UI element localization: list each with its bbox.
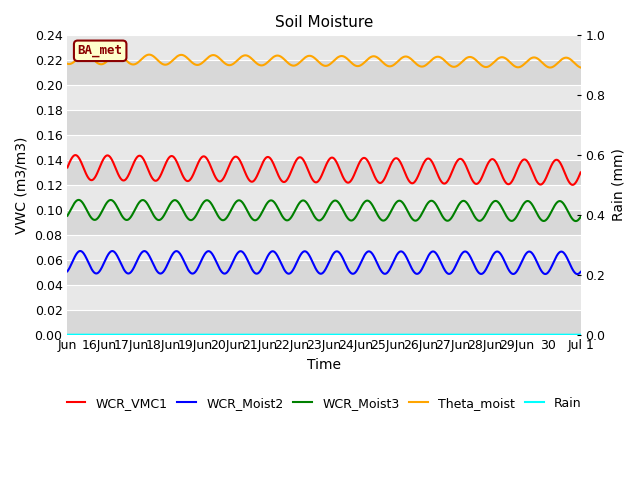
Rain bbox=[561, 332, 569, 337]
Theta_moist bbox=[81, 51, 89, 57]
WCR_Moist3 bbox=[314, 217, 321, 223]
Bar bbox=[67, 60, 580, 85]
WCR_Moist3 bbox=[572, 218, 580, 224]
WCR_Moist3 bbox=[577, 214, 584, 220]
WCR_VMC1 bbox=[468, 176, 476, 182]
WCR_VMC1 bbox=[569, 182, 577, 188]
Line: WCR_VMC1: WCR_VMC1 bbox=[67, 155, 580, 185]
WCR_Moist3 bbox=[468, 208, 476, 214]
Line: WCR_Moist3: WCR_Moist3 bbox=[67, 200, 580, 221]
Bar bbox=[67, 85, 580, 110]
Bar bbox=[67, 310, 580, 335]
WCR_VMC1 bbox=[72, 152, 79, 158]
Rain bbox=[90, 332, 97, 337]
WCR_VMC1 bbox=[577, 169, 584, 175]
WCR_Moist2 bbox=[468, 257, 476, 263]
WCR_VMC1 bbox=[562, 173, 570, 179]
WCR_Moist2 bbox=[76, 248, 84, 254]
WCR_Moist2 bbox=[300, 249, 307, 254]
Theta_moist bbox=[546, 65, 554, 71]
Bar bbox=[67, 185, 580, 210]
X-axis label: Time: Time bbox=[307, 358, 341, 372]
WCR_Moist2 bbox=[577, 269, 584, 275]
WCR_Moist3 bbox=[90, 217, 98, 223]
Rain bbox=[468, 332, 476, 337]
Theta_moist bbox=[300, 56, 307, 61]
WCR_Moist3 bbox=[63, 213, 71, 218]
Theta_moist bbox=[314, 58, 321, 63]
Rain bbox=[313, 332, 321, 337]
Theta_moist bbox=[468, 54, 476, 60]
Theta_moist bbox=[63, 61, 71, 67]
Rain bbox=[562, 332, 570, 337]
WCR_Moist3 bbox=[300, 198, 307, 204]
WCR_Moist3 bbox=[562, 204, 570, 210]
WCR_VMC1 bbox=[314, 179, 321, 185]
Bar bbox=[67, 135, 580, 160]
Legend: WCR_VMC1, WCR_Moist2, WCR_Moist3, Theta_moist, Rain: WCR_VMC1, WCR_Moist2, WCR_Moist3, Theta_… bbox=[61, 392, 586, 415]
WCR_Moist3 bbox=[562, 205, 570, 211]
Rain bbox=[300, 332, 307, 337]
Line: WCR_Moist2: WCR_Moist2 bbox=[67, 251, 580, 274]
Y-axis label: VWC (m3/m3): VWC (m3/m3) bbox=[15, 136, 29, 234]
Bar bbox=[67, 36, 580, 60]
WCR_Moist2 bbox=[562, 252, 570, 258]
Theta_moist bbox=[90, 57, 98, 63]
WCR_VMC1 bbox=[63, 165, 71, 170]
WCR_Moist2 bbox=[562, 253, 570, 259]
WCR_VMC1 bbox=[300, 157, 307, 163]
Bar bbox=[67, 110, 580, 135]
Bar bbox=[67, 285, 580, 310]
Bar bbox=[67, 235, 580, 260]
WCR_VMC1 bbox=[90, 176, 98, 182]
WCR_Moist3 bbox=[75, 197, 83, 203]
WCR_VMC1 bbox=[562, 172, 570, 178]
WCR_Moist2 bbox=[90, 269, 98, 275]
WCR_Moist2 bbox=[573, 271, 581, 277]
WCR_Moist2 bbox=[314, 268, 321, 274]
Rain bbox=[63, 332, 71, 337]
Text: BA_met: BA_met bbox=[77, 44, 123, 57]
Rain bbox=[577, 332, 584, 337]
Bar bbox=[67, 210, 580, 235]
Title: Soil Moisture: Soil Moisture bbox=[275, 15, 373, 30]
Bar bbox=[67, 160, 580, 185]
WCR_Moist2 bbox=[63, 268, 71, 274]
Y-axis label: Rain (mm): Rain (mm) bbox=[611, 148, 625, 221]
Theta_moist bbox=[563, 55, 570, 60]
Theta_moist bbox=[577, 65, 584, 71]
Bar bbox=[67, 260, 580, 285]
Line: Theta_moist: Theta_moist bbox=[67, 54, 580, 68]
Theta_moist bbox=[562, 55, 570, 60]
